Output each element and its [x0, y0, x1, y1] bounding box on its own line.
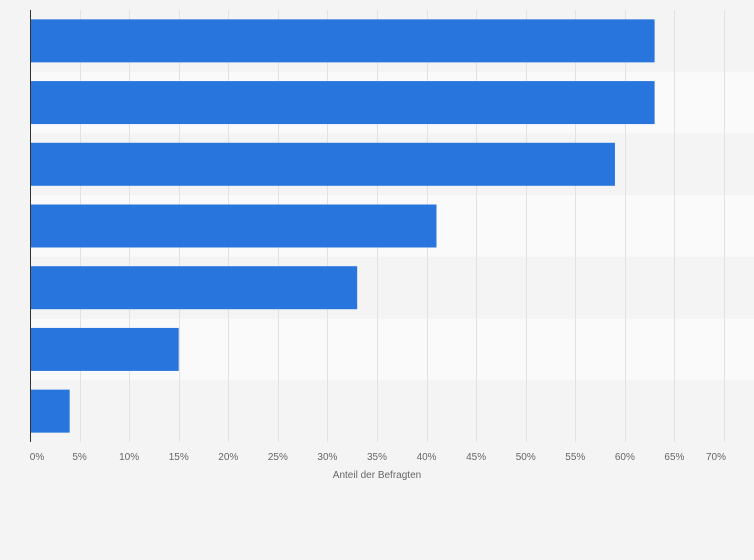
row-band	[30, 380, 754, 442]
x-tick-label: 30%	[317, 452, 337, 463]
x-tick-label: 55%	[565, 452, 585, 463]
bar	[30, 204, 437, 248]
x-tick-label: 15%	[169, 452, 189, 463]
bars	[30, 19, 655, 433]
x-tick-label: 10%	[119, 452, 139, 463]
x-tick-label: 0%	[30, 452, 45, 463]
x-tick-label: 60%	[615, 452, 635, 463]
x-tick-label: 25%	[268, 452, 288, 463]
bar	[30, 327, 179, 371]
bar	[30, 142, 615, 186]
x-tick-label: 45%	[466, 452, 486, 463]
x-tick-label: 65%	[664, 452, 684, 463]
x-tick-label: 40%	[417, 452, 437, 463]
x-axis-title: Anteil der Befragten	[333, 470, 421, 481]
bar	[30, 81, 655, 125]
x-tick-label: 20%	[218, 452, 238, 463]
bar	[30, 266, 358, 310]
x-tick-label: 35%	[367, 452, 387, 463]
x-tick-label: 5%	[72, 452, 87, 463]
x-tick-label: 70%	[706, 452, 726, 463]
bar	[30, 389, 70, 433]
bar	[30, 19, 655, 63]
x-axis-tick-labels: 0% 5% 10% 15% 20% 25% 30% 35% 40% 45% 50% 55% 60% 65%…	[30, 452, 726, 463]
x-tick-label: 50%	[516, 452, 536, 463]
